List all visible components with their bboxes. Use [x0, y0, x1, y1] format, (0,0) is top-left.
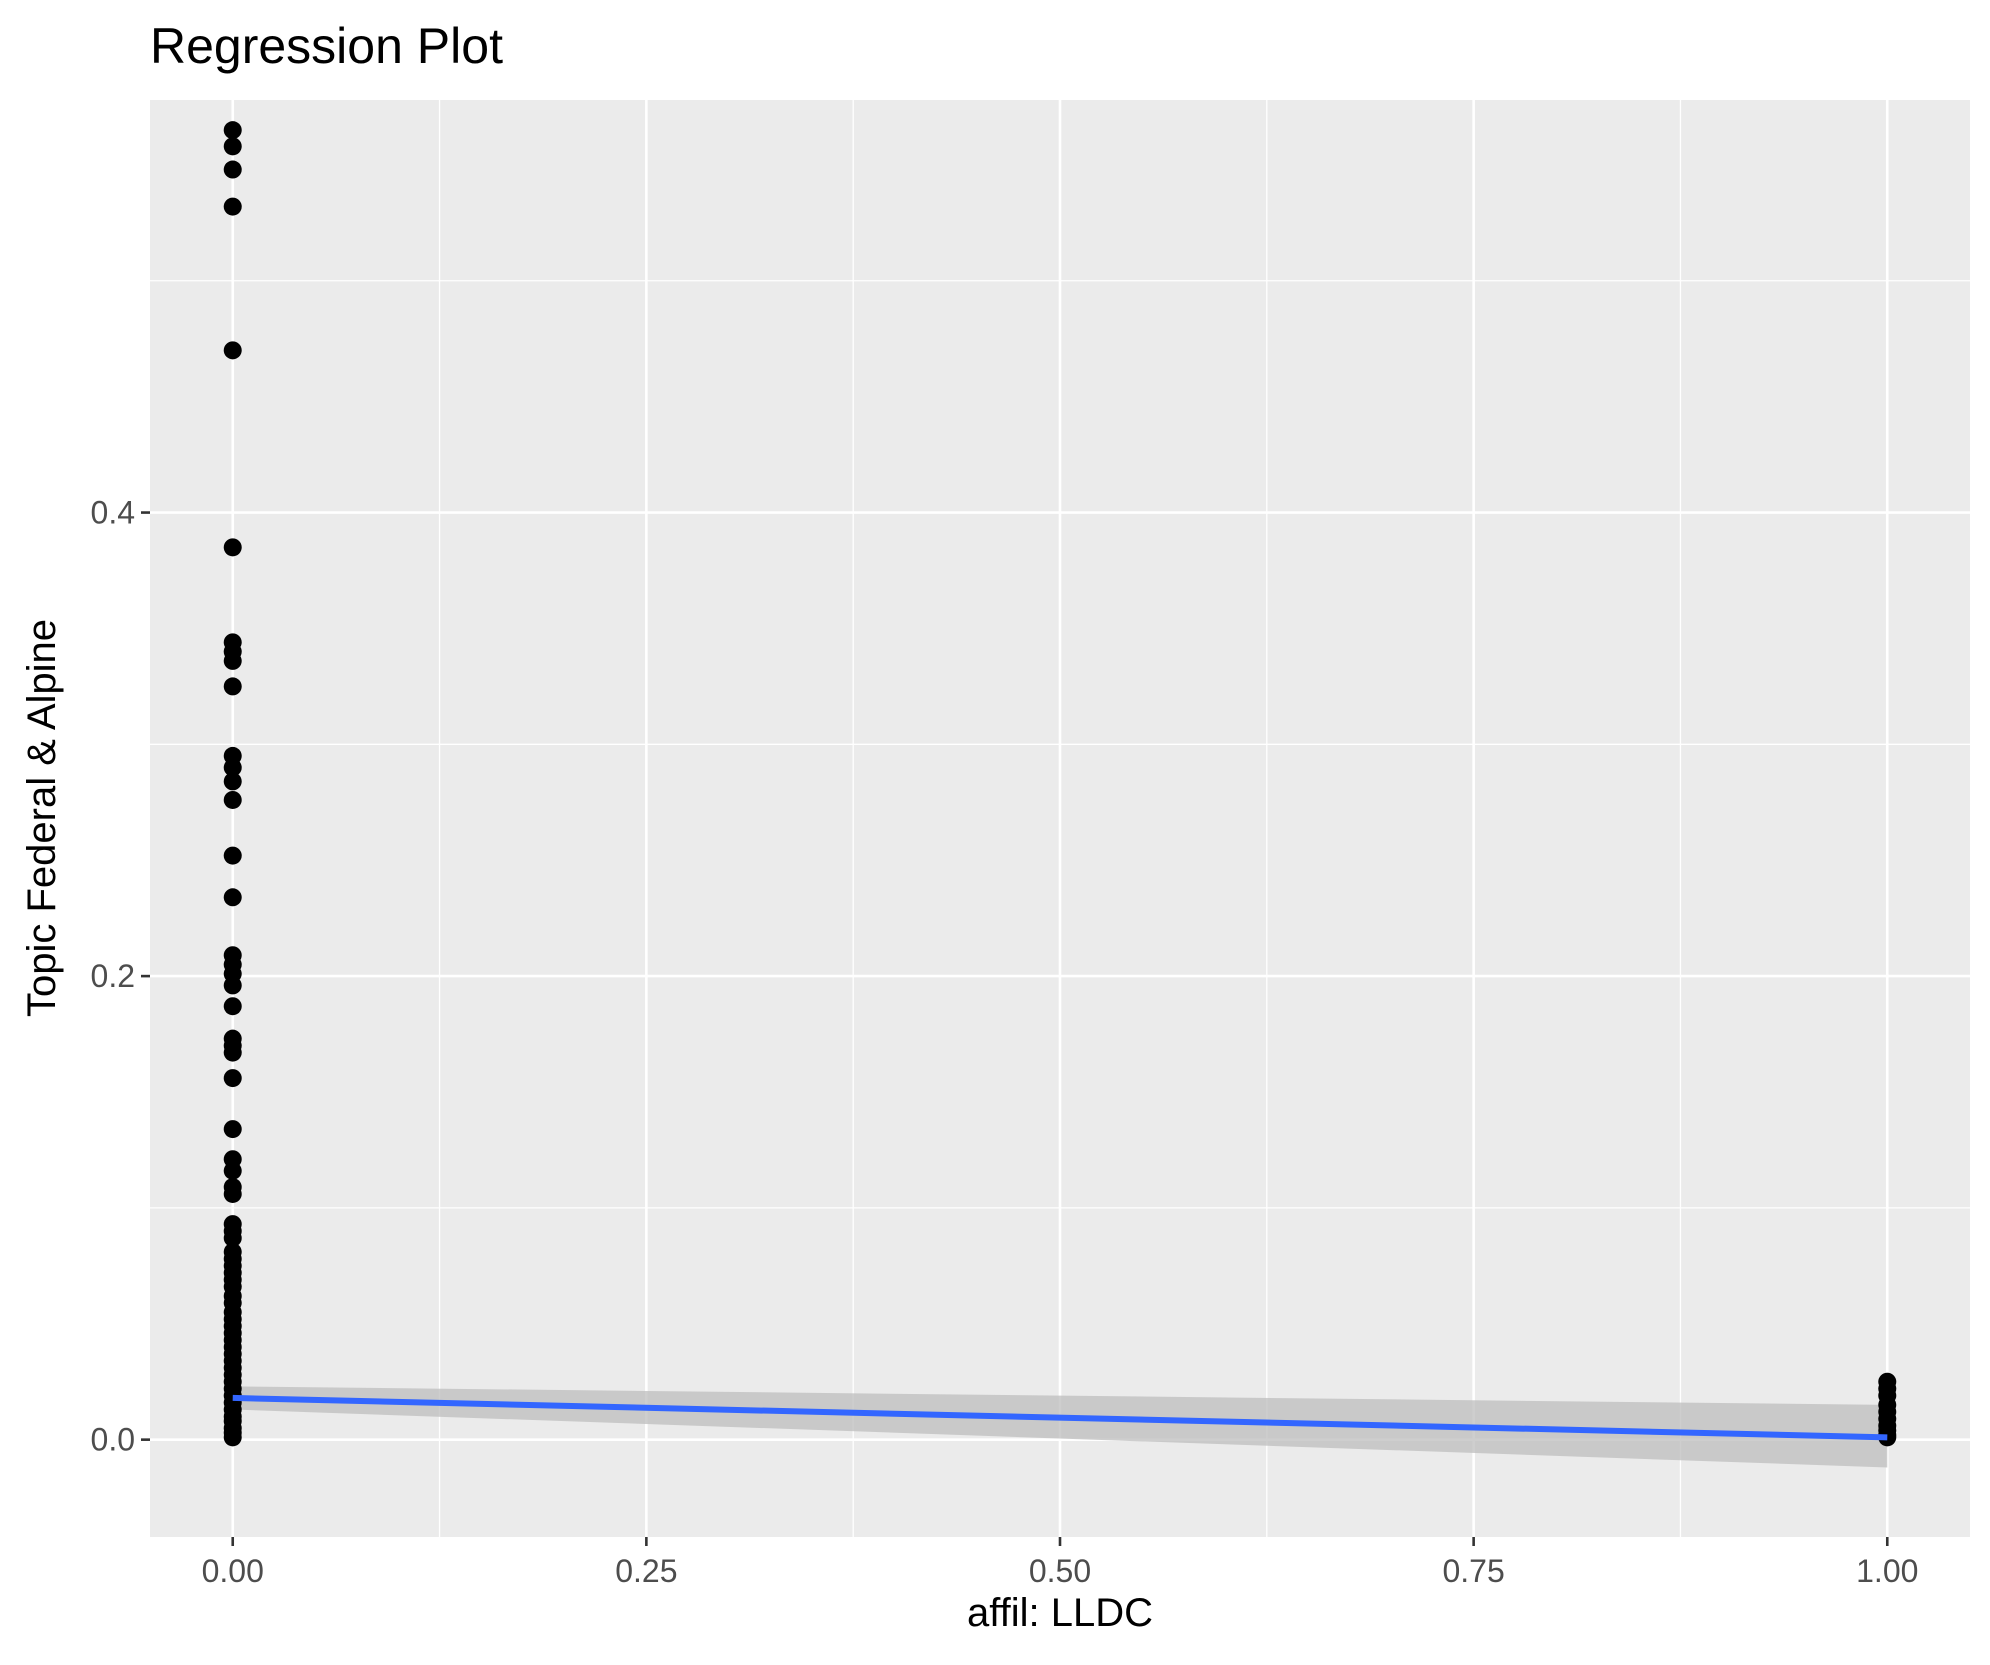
data-points: [223, 121, 1897, 1447]
x-tick-label: 0.75: [1442, 1553, 1504, 1589]
y-axis-title: Topic Federal & Alpine: [20, 619, 64, 1017]
y-axis: 0.0 0.2 0.4: [91, 495, 150, 1458]
data-point: [223, 846, 242, 865]
x-axis-title: affil: LLDC: [967, 1591, 1153, 1635]
major-gridlines: [150, 100, 1970, 1537]
y-tick-label: 0.4: [91, 495, 135, 531]
data-point: [223, 772, 242, 791]
data-point: [223, 651, 242, 670]
y-tick-label: 0.2: [91, 958, 135, 994]
x-tick-label: 0.25: [615, 1553, 677, 1589]
data-point: [223, 1120, 242, 1139]
x-tick-label: 0.50: [1029, 1553, 1091, 1589]
data-point: [223, 976, 242, 995]
data-point: [223, 160, 242, 179]
x-tick-label: 1.00: [1856, 1553, 1918, 1589]
data-point: [223, 538, 242, 557]
data-point: [223, 790, 242, 809]
data-point: [223, 137, 242, 156]
data-point: [223, 197, 242, 216]
data-point: [223, 997, 242, 1016]
data-point: [223, 888, 242, 907]
data-point: [223, 758, 242, 777]
x-axis: 0.00 0.25 0.50 0.75 1.00: [202, 1537, 1918, 1589]
data-point: [223, 1069, 242, 1088]
chart-title: Regression Plot: [150, 18, 503, 74]
y-tick-label: 0.0: [91, 1422, 135, 1458]
regression-line-layer: [232, 1394, 1888, 1441]
data-point: [223, 1428, 242, 1447]
data-point: [223, 121, 242, 140]
data-point: [223, 1043, 242, 1062]
data-point: [223, 677, 242, 696]
regression-line: [232, 1394, 1888, 1441]
x-tick-label: 0.00: [202, 1553, 264, 1589]
data-point: [223, 341, 242, 360]
data-point: [223, 1161, 242, 1180]
data-point: [223, 1229, 242, 1248]
data-point: [223, 1184, 242, 1203]
